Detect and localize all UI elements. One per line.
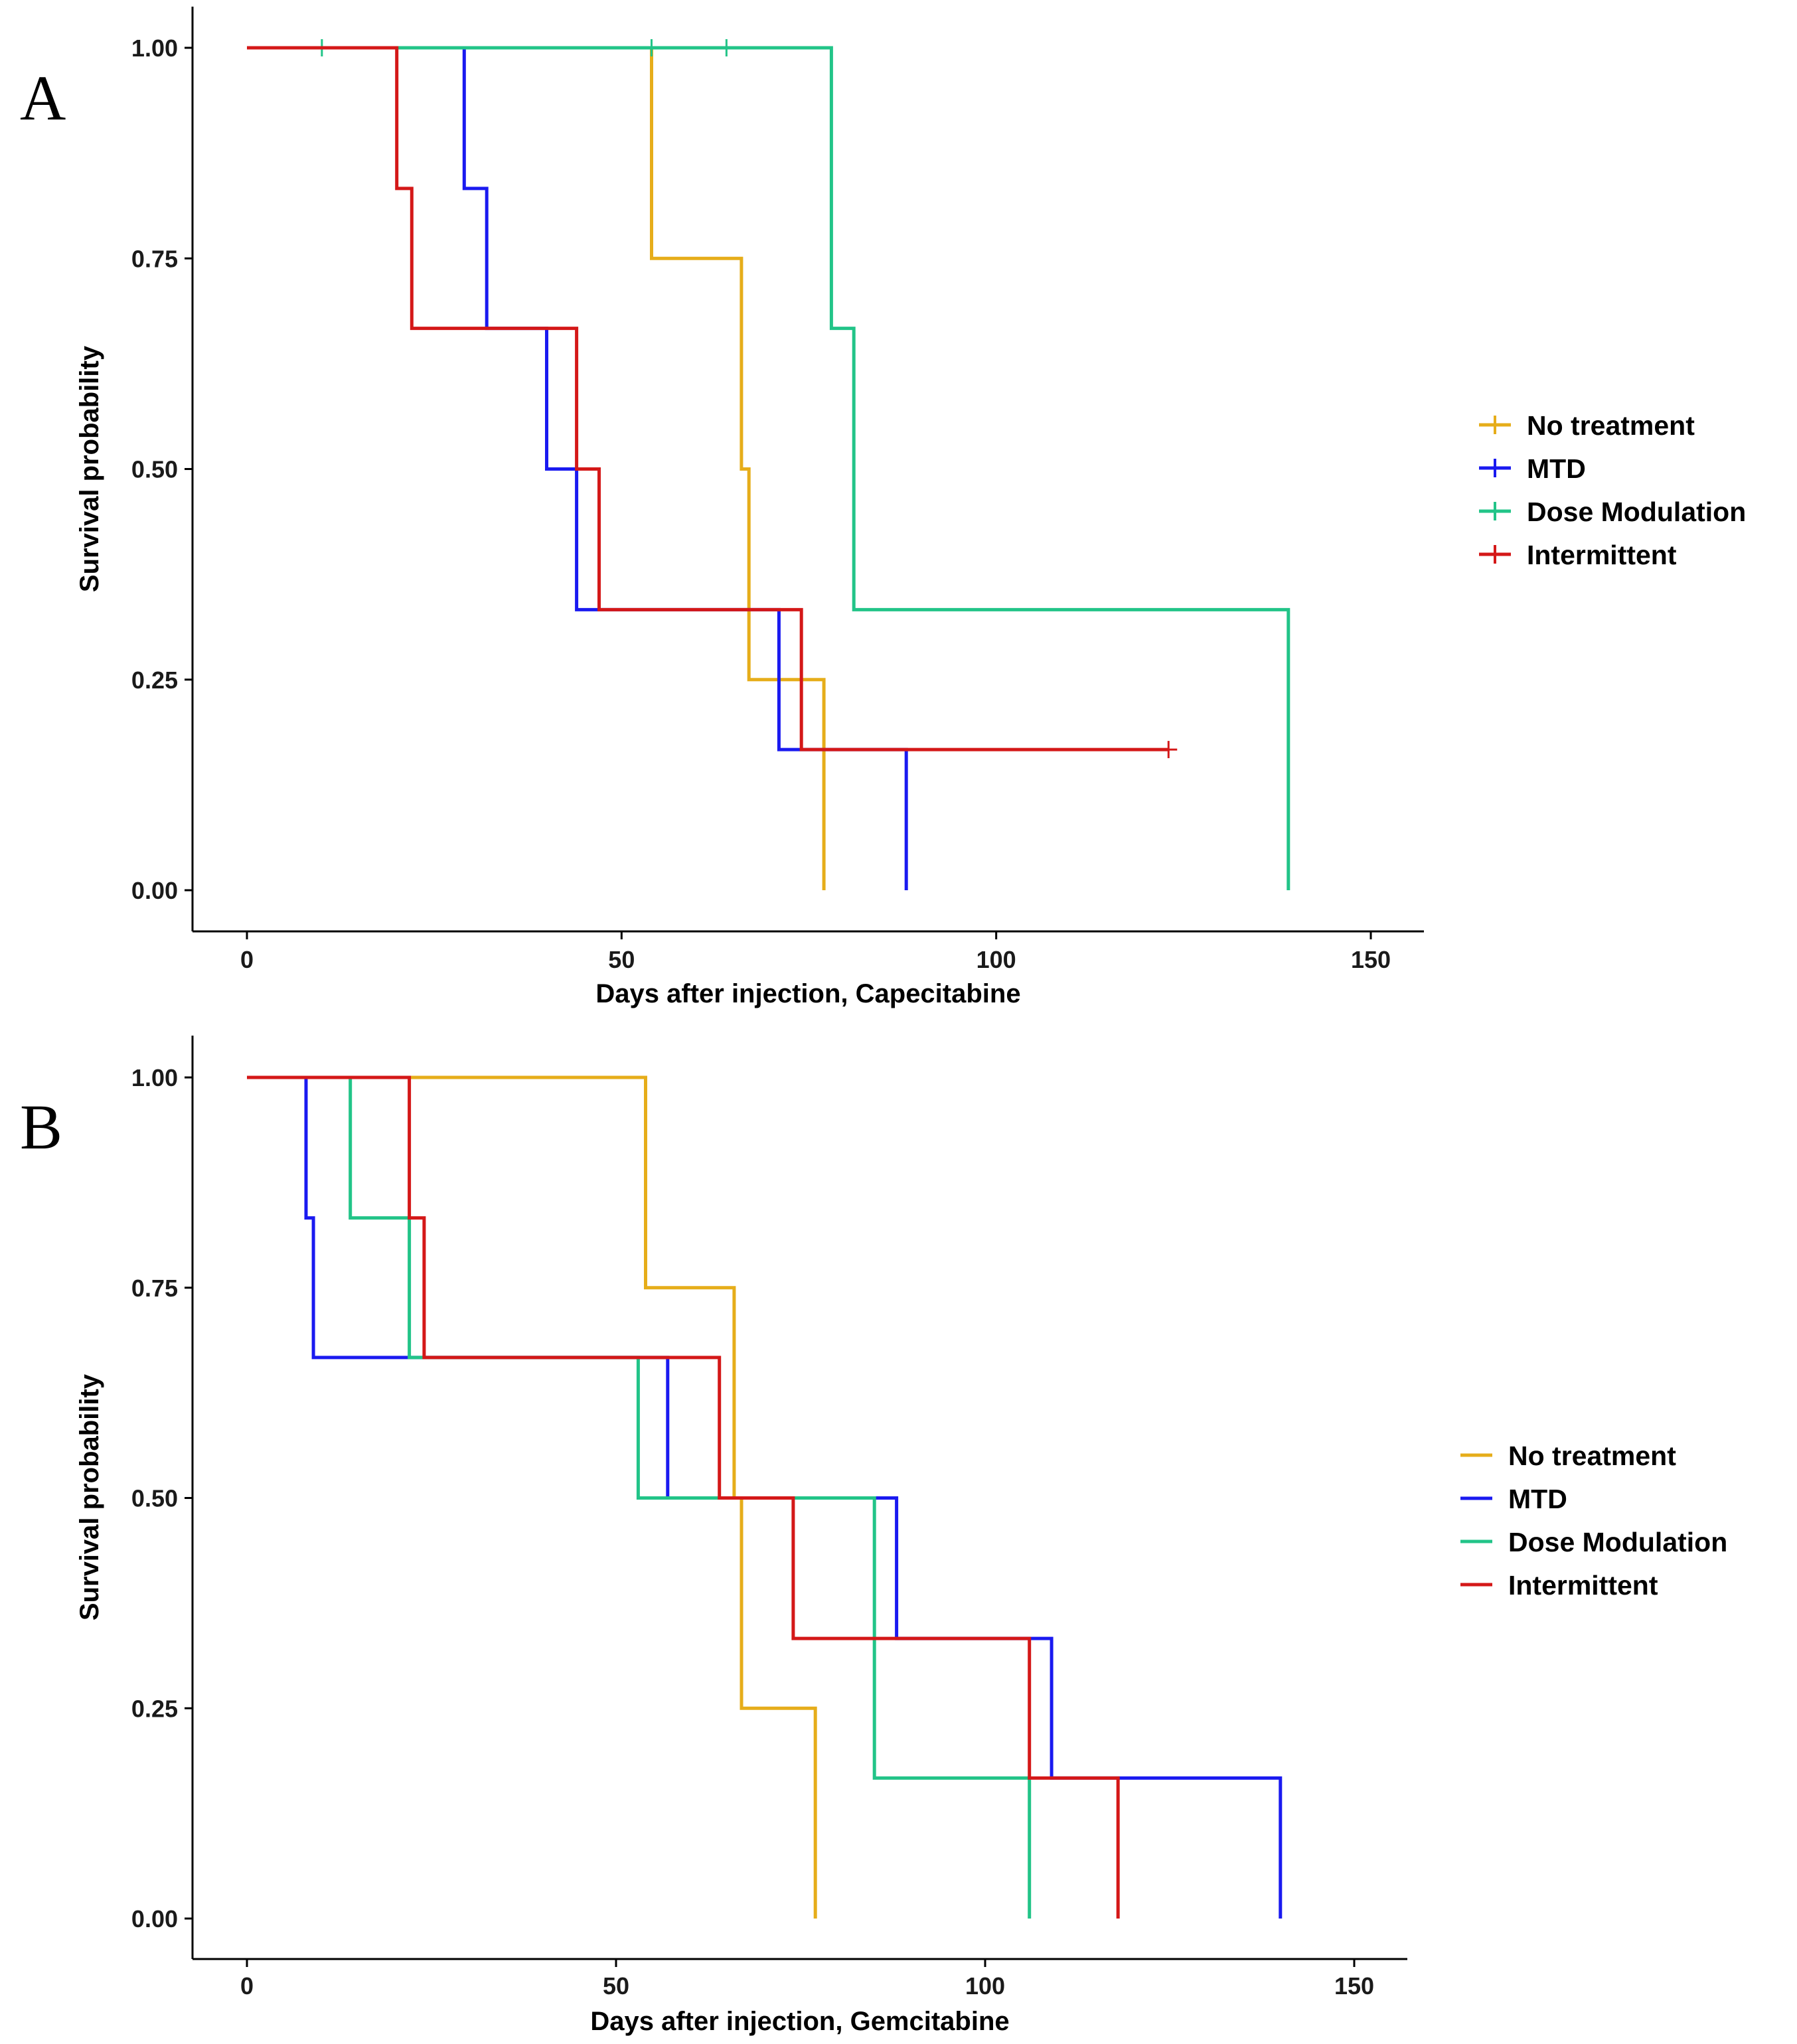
legend: No treatment MTD Dose Modulation Intermitte… xyxy=(1479,410,1746,570)
x-tick-label: 150 xyxy=(1334,1972,1374,2000)
y-tick-label: 0.25 xyxy=(131,667,178,694)
x-axis-title: Days after injection, Gemcitabine xyxy=(590,2007,1009,2036)
y-axis-title: Survival probability xyxy=(75,1374,104,1620)
panel-label-b: B xyxy=(20,1091,63,1162)
curve-dose-modulation xyxy=(247,1075,1032,1919)
y-tick-label: 0.75 xyxy=(131,245,178,272)
y-tick-label: 0.50 xyxy=(131,456,178,483)
y-tick-label: 0.25 xyxy=(131,1695,178,1722)
x-tick-label: 50 xyxy=(608,946,635,973)
y-tick-label: 0.00 xyxy=(131,877,178,904)
legend-label-no-treatment: No treatment xyxy=(1527,410,1695,441)
panel-b: 0.00 0.25 0.50 0.75 1.00 0 50 100 150 Days after … xyxy=(75,1036,1727,2036)
curve-dose-modulation xyxy=(247,46,1290,890)
x-axis-title: Days after injection, Capecitabine xyxy=(595,979,1020,1008)
y-tick-label: 1.00 xyxy=(131,35,178,62)
legend: No treatment MTD Dose Modulation Intermitte… xyxy=(1460,1441,1727,1601)
x-tick-label: 100 xyxy=(977,946,1016,973)
x-tick-label: 150 xyxy=(1351,946,1391,973)
curve-intermittent xyxy=(247,1075,1120,1919)
panel-a: 0.00 0.25 0.50 0.75 1.00 0 50 100 150 Days after … xyxy=(75,7,1746,1008)
y-axis-title: Survival probability xyxy=(75,345,104,592)
legend-label-dose-modulation: Dose Modulation xyxy=(1527,497,1746,527)
legend-label-dose-modulation: Dose Modulation xyxy=(1508,1527,1727,1557)
curve-mtd xyxy=(247,46,908,890)
x-tick-label: 0 xyxy=(240,1972,254,2000)
x-tick-label: 100 xyxy=(965,1972,1005,2000)
panel-label-a: A xyxy=(20,62,66,133)
curve-intermittent xyxy=(247,46,1169,751)
legend-label-mtd: MTD xyxy=(1527,453,1586,484)
x-tick-label: 0 xyxy=(240,946,254,973)
y-tick-label: 0.00 xyxy=(131,1905,178,1932)
x-tick-label: 50 xyxy=(603,1972,629,2000)
y-tick-label: 0.50 xyxy=(131,1485,178,1512)
curve-no-treatment xyxy=(247,46,826,890)
legend-label-intermittent: Intermittent xyxy=(1508,1570,1658,1601)
legend-label-mtd: MTD xyxy=(1508,1484,1567,1514)
y-tick-label: 1.00 xyxy=(131,1064,178,1091)
legend-label-no-treatment: No treatment xyxy=(1508,1441,1676,1471)
y-tick-label: 0.75 xyxy=(131,1275,178,1302)
legend-label-intermittent: Intermittent xyxy=(1527,540,1677,570)
